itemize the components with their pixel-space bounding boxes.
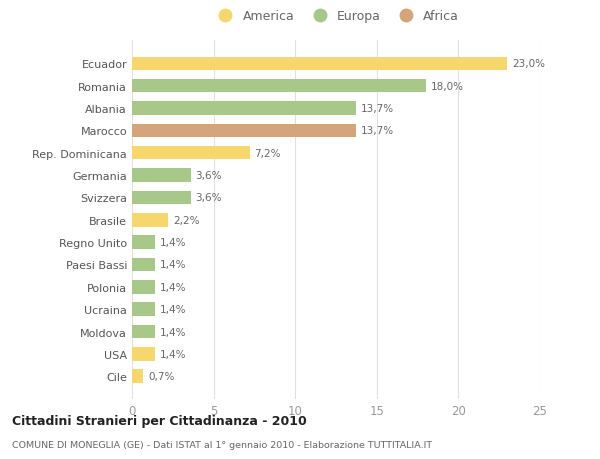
Text: 23,0%: 23,0% [512,59,545,69]
Bar [132,303,155,316]
Text: 1,4%: 1,4% [160,238,186,247]
Bar [132,80,426,93]
Text: 1,4%: 1,4% [160,327,186,337]
Bar [132,169,191,182]
Bar [132,191,191,205]
Text: 0,7%: 0,7% [148,371,175,381]
Text: 1,4%: 1,4% [160,282,186,292]
Bar [132,213,168,227]
Text: 18,0%: 18,0% [431,82,464,91]
Bar [132,325,155,338]
Text: COMUNE DI MONEGLIA (GE) - Dati ISTAT al 1° gennaio 2010 - Elaborazione TUTTITALI: COMUNE DI MONEGLIA (GE) - Dati ISTAT al … [12,441,432,449]
Legend: America, Europa, Africa: America, Europa, Africa [209,6,463,27]
Text: 2,2%: 2,2% [173,215,199,225]
Bar [132,147,250,160]
Bar [132,124,356,138]
Text: 13,7%: 13,7% [361,104,394,114]
Text: 3,6%: 3,6% [196,171,222,181]
Bar [132,258,155,272]
Bar [132,347,155,361]
Text: 1,4%: 1,4% [160,349,186,359]
Text: 13,7%: 13,7% [361,126,394,136]
Bar [132,236,155,249]
Bar [132,57,508,71]
Text: Cittadini Stranieri per Cittadinanza - 2010: Cittadini Stranieri per Cittadinanza - 2… [12,414,307,428]
Text: 3,6%: 3,6% [196,193,222,203]
Bar [132,102,356,116]
Text: 7,2%: 7,2% [254,148,281,158]
Bar [132,280,155,294]
Text: 1,4%: 1,4% [160,260,186,270]
Bar [132,369,143,383]
Text: 1,4%: 1,4% [160,304,186,314]
